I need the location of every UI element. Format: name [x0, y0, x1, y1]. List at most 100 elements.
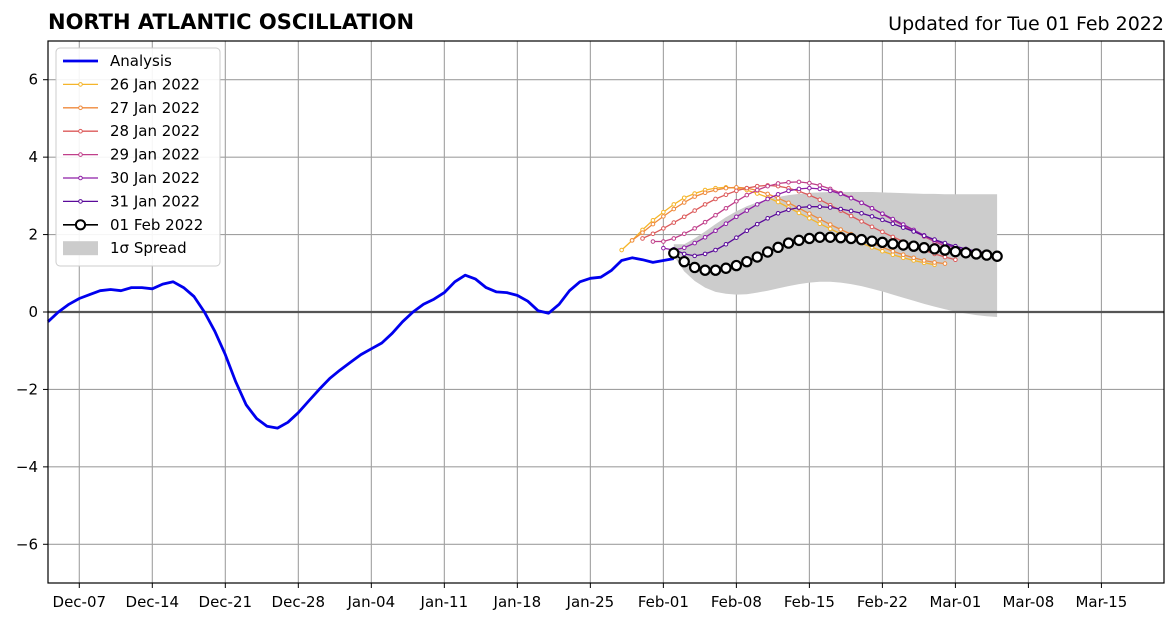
forecast-point [796, 186, 802, 192]
legend-swatch-marker [74, 219, 87, 231]
legend-label: 27 Jan 2022 [110, 99, 200, 117]
forecast-point [671, 202, 677, 207]
forecast-point [817, 221, 823, 227]
forecast-point [751, 251, 763, 263]
forecast-point [741, 255, 753, 268]
legend-swatch-spread [63, 241, 98, 256]
forecast-point [876, 236, 889, 249]
forecast-point [713, 228, 718, 233]
forecast-point [713, 196, 718, 202]
forecast-point [859, 219, 864, 224]
forecast-point [775, 210, 781, 216]
forecast-point [754, 187, 760, 193]
legend-swatch-marker [78, 199, 83, 204]
legend-swatch-marker [78, 128, 83, 134]
forecast-point [754, 183, 760, 189]
forecast-point [907, 240, 920, 252]
forecast-point [650, 231, 656, 237]
forecast-point [723, 221, 729, 227]
forecast-point [807, 216, 812, 221]
forecast-point [661, 214, 666, 219]
x-tick-label: Feb-22 [857, 593, 908, 611]
forecast-point [723, 192, 729, 197]
forecast-point [921, 233, 927, 239]
forecast-point [702, 219, 708, 225]
forecast-point [765, 183, 770, 189]
forecast-point [671, 220, 677, 225]
forecast-point [681, 214, 687, 220]
forecast-point [900, 252, 906, 258]
forecast-point [869, 224, 875, 230]
forecast-point [928, 243, 941, 255]
forecast-point [650, 217, 656, 223]
forecast-point [681, 251, 687, 257]
forecast-point [640, 230, 645, 235]
forecast-point [692, 226, 697, 231]
y-tick-label: 4 [28, 148, 38, 166]
forecast-point [775, 192, 781, 197]
forecast-point [845, 232, 857, 245]
forecast-point [734, 188, 739, 194]
forecast-point [650, 221, 656, 227]
forecast-point [817, 186, 823, 192]
forecast-point [661, 245, 666, 251]
plot-frame [47, 40, 1165, 584]
x-tick-label: Feb-15 [784, 593, 835, 611]
legend: Analysis 26 Jan 2022 27 Jan 2022 28 Jan 202… [55, 47, 221, 267]
legend-label: 29 Jan 2022 [110, 146, 200, 164]
forecast-point [713, 247, 718, 253]
forecast-point [859, 210, 864, 216]
forecast-point [921, 258, 927, 263]
forecast-point [744, 208, 750, 213]
forecast-series [629, 185, 948, 266]
forecast-point [650, 239, 656, 244]
forecast-point [786, 207, 791, 213]
forecast-point [869, 214, 875, 219]
legend-label: 31 Jan 2022 [110, 192, 200, 210]
y-tick-label: −6 [16, 535, 38, 553]
forecast-point [817, 197, 823, 203]
forecast-point [629, 238, 635, 243]
x-tick-label: Dec-21 [199, 593, 253, 611]
forecast-point [678, 255, 690, 268]
forecast-point [796, 205, 802, 210]
forecast-point [942, 261, 948, 266]
forecast-point [775, 199, 781, 205]
forecast-point [744, 228, 750, 233]
legend-swatch-marker [78, 175, 83, 181]
forecast-point [960, 247, 972, 259]
forecast-point [939, 244, 951, 256]
x-tick-label: Jan-18 [493, 593, 542, 611]
forecast-point [713, 187, 718, 193]
forecast-point [949, 245, 962, 258]
forecast-point [709, 264, 722, 276]
forecast-point [786, 188, 791, 194]
forecast-point [681, 200, 687, 205]
forecast-point [838, 227, 843, 232]
forecast-point [911, 255, 916, 261]
x-tick-label: Feb-08 [711, 593, 762, 611]
y-tick-label: −2 [16, 380, 38, 398]
forecast-point [807, 185, 812, 191]
forecast-point [887, 238, 899, 250]
forecast-point [668, 247, 680, 259]
y-tick-label: 6 [28, 71, 38, 89]
forecast-point [880, 217, 885, 223]
forecast-point [661, 209, 666, 215]
forecast-point [942, 254, 948, 260]
forecast-point [890, 248, 896, 254]
forecast-point [848, 208, 854, 214]
forecast-point [900, 225, 906, 230]
forecast-point [897, 239, 909, 251]
forecast-point [723, 241, 729, 247]
forecast-point [699, 264, 711, 276]
forecast-point [838, 206, 843, 212]
forecast-point [824, 231, 836, 243]
forecast-point [730, 259, 743, 272]
forecast-point [681, 231, 687, 237]
x-tick-label: Mar-08 [1002, 593, 1054, 611]
forecast-point [827, 205, 833, 210]
legend-label: 01 Feb 2022 [110, 216, 203, 234]
spread-layer [673, 192, 998, 317]
